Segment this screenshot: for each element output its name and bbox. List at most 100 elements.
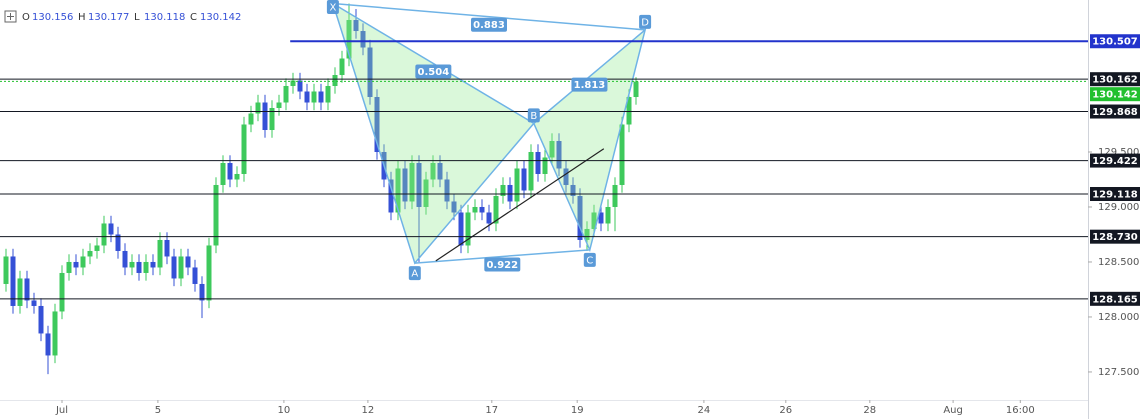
price-level-label: 130.507 bbox=[1092, 37, 1138, 48]
candle-body bbox=[136, 261, 142, 273]
ohlc-key: O bbox=[22, 12, 30, 23]
candle-body bbox=[402, 168, 408, 202]
candle-body bbox=[164, 239, 170, 257]
candle-body bbox=[24, 278, 30, 301]
plot-area bbox=[0, 1, 1088, 375]
y-tick-label: 128.500 bbox=[1098, 257, 1139, 268]
candle-body bbox=[66, 261, 72, 273]
candle-body bbox=[493, 195, 499, 224]
candle-body bbox=[31, 300, 37, 306]
ohlc-value: 130.142 bbox=[200, 12, 241, 23]
candle-body bbox=[563, 168, 569, 185]
candle-body bbox=[304, 91, 310, 103]
candle-body bbox=[542, 157, 548, 174]
candle-body bbox=[598, 212, 604, 224]
candle-body bbox=[465, 212, 471, 246]
candle-body bbox=[283, 86, 289, 103]
candle-body bbox=[556, 140, 562, 169]
candle-body bbox=[59, 272, 65, 312]
candle-body bbox=[507, 184, 513, 202]
y-tick-label: 128.000 bbox=[1098, 312, 1139, 323]
pattern-point-label: X bbox=[329, 3, 336, 14]
candle-body bbox=[227, 162, 233, 180]
candle-body bbox=[80, 256, 86, 268]
candle-body bbox=[486, 212, 492, 224]
pattern-line bbox=[332, 2, 646, 31]
ratio-box bbox=[484, 257, 521, 272]
candle-body bbox=[388, 179, 394, 213]
candle-body bbox=[276, 102, 282, 109]
pattern-point-label: B bbox=[530, 111, 537, 122]
candle-body bbox=[220, 162, 226, 185]
pattern-line bbox=[414, 249, 590, 264]
ratio-label: 0.504 bbox=[418, 67, 450, 78]
x-tick-label: 24 bbox=[698, 405, 711, 416]
price-level-box bbox=[1090, 34, 1140, 49]
candle-body bbox=[325, 86, 331, 103]
candle-body bbox=[318, 91, 324, 103]
candle-body bbox=[192, 267, 198, 284]
candle-body bbox=[234, 173, 240, 180]
y-tick-label: 127.500 bbox=[1098, 367, 1139, 378]
candle-body bbox=[500, 184, 506, 196]
candle-body bbox=[430, 162, 436, 180]
price-level-label: 129.118 bbox=[1092, 190, 1138, 201]
pattern-point-box bbox=[326, 0, 339, 14]
price-level-box bbox=[1090, 187, 1140, 202]
ohlc-value: 130.118 bbox=[144, 12, 185, 23]
candle-body bbox=[45, 333, 51, 356]
price-level-label: 129.422 bbox=[1092, 156, 1138, 167]
candle-body bbox=[416, 162, 422, 207]
candle-body bbox=[367, 47, 373, 98]
candle-body bbox=[94, 245, 100, 251]
x-tick-label: Jul bbox=[55, 405, 68, 416]
candle-body bbox=[129, 261, 135, 268]
price-level-box bbox=[1090, 87, 1140, 102]
candle-body bbox=[206, 245, 212, 301]
ratio-box bbox=[415, 64, 452, 79]
candle-body bbox=[101, 223, 107, 246]
candle-body bbox=[437, 162, 443, 180]
price-level-label: 130.162 bbox=[1092, 75, 1138, 86]
candle-body bbox=[591, 212, 597, 229]
ratio-box bbox=[571, 77, 608, 92]
candle-body bbox=[157, 239, 163, 268]
candle-body bbox=[52, 311, 58, 356]
price-level-box bbox=[1090, 104, 1140, 119]
candle-body bbox=[269, 108, 275, 130]
candle-body bbox=[199, 283, 205, 301]
candle-body bbox=[171, 256, 177, 279]
ohlc-key: L bbox=[134, 12, 140, 23]
ohlc-value: 130.156 bbox=[32, 12, 73, 23]
candle-body bbox=[178, 256, 184, 279]
candle-body bbox=[605, 206, 611, 224]
pattern-point-label: C bbox=[586, 255, 593, 266]
x-tick-label: Aug bbox=[943, 405, 963, 416]
candle-body bbox=[458, 212, 464, 246]
legend-icon[interactable] bbox=[4, 10, 17, 23]
price-level-label: 128.165 bbox=[1092, 294, 1138, 305]
pattern-point-label: A bbox=[411, 269, 418, 280]
candle-body bbox=[185, 256, 191, 268]
candle-body bbox=[619, 124, 625, 185]
candle-body bbox=[255, 102, 261, 114]
x-tick-label: 5 bbox=[155, 405, 161, 416]
candle-body bbox=[626, 97, 632, 125]
candle-body bbox=[479, 206, 485, 213]
candle-body bbox=[73, 261, 79, 268]
x-tick-label: 12 bbox=[362, 405, 375, 416]
candle-body bbox=[577, 195, 583, 240]
price-level-label: 128.730 bbox=[1092, 232, 1138, 243]
y-tick-label: 129.000 bbox=[1098, 202, 1139, 213]
pattern-point-box bbox=[408, 266, 421, 281]
x-tick-label: 28 bbox=[863, 405, 876, 416]
candle-body bbox=[3, 256, 9, 284]
candle-body bbox=[633, 81, 639, 98]
ohlc-key: H bbox=[78, 12, 86, 23]
pattern-point-box bbox=[583, 252, 596, 267]
candle-body bbox=[584, 228, 590, 240]
candle-body bbox=[262, 102, 268, 130]
candle-body bbox=[38, 305, 44, 334]
